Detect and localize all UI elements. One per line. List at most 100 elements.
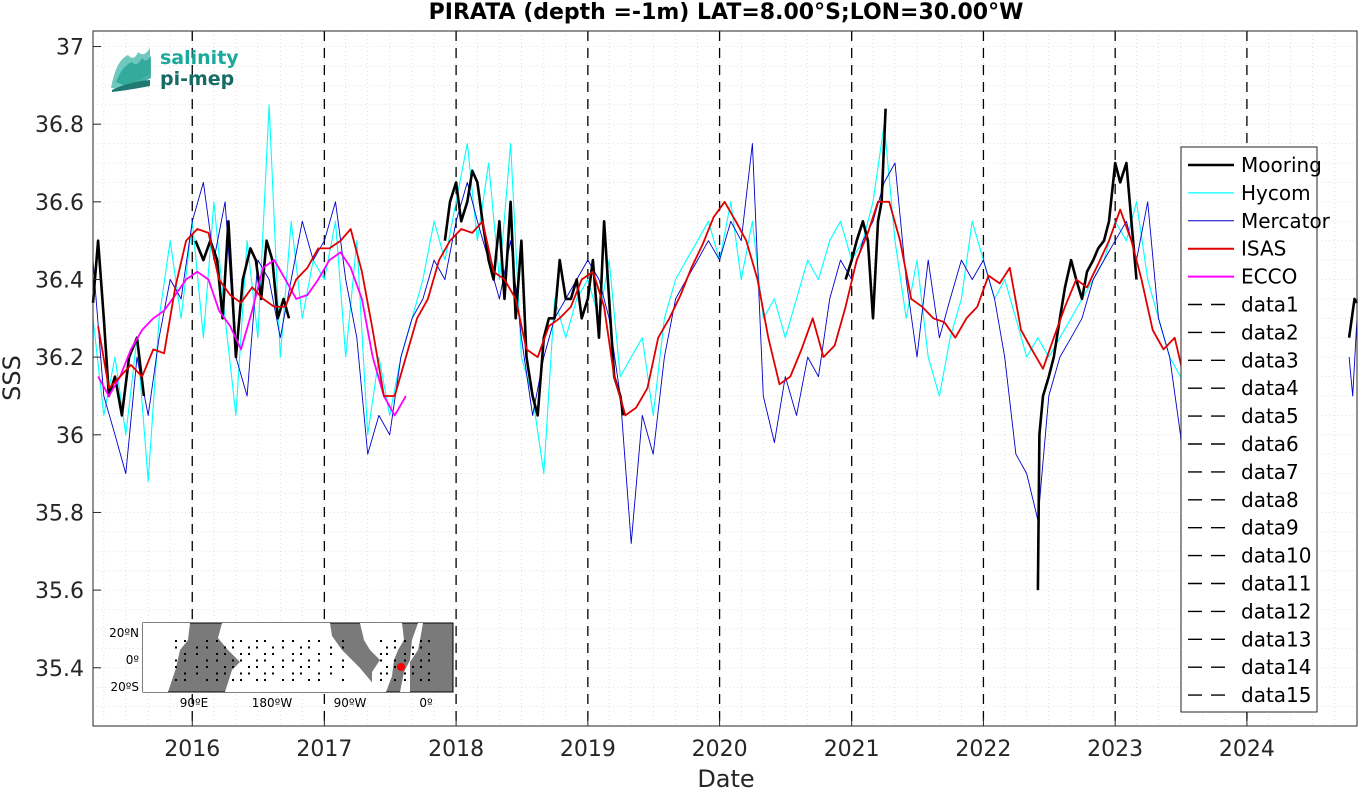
inset-dot	[330, 666, 332, 668]
legend-label: data6	[1241, 432, 1299, 456]
legend-label: data4	[1241, 376, 1299, 400]
inset-dot	[175, 659, 177, 662]
inset-lon-label: 180ºW	[252, 696, 293, 710]
legend-label: data1	[1241, 293, 1299, 317]
legend-item: ISAS	[1188, 237, 1286, 261]
inset-dot	[216, 653, 218, 655]
inset-dot	[282, 679, 284, 681]
x-tick-label: 2024	[1219, 737, 1275, 762]
inset-dot	[342, 666, 344, 668]
inset-dot	[232, 666, 234, 668]
salinity-pimep-logo: salinity pi-mep	[111, 47, 239, 92]
inset-dot	[428, 679, 430, 681]
inset-dot	[196, 653, 198, 655]
legend-item: data3	[1188, 348, 1299, 372]
inset-dot	[394, 679, 396, 681]
y-tick-label: 35.4	[35, 657, 84, 682]
inset-dot	[300, 646, 302, 649]
plot-frame	[92, 30, 1358, 727]
inset-dot	[224, 646, 226, 649]
inset-dot	[330, 672, 332, 675]
legend-label: ECCO	[1241, 265, 1297, 289]
inset-dot	[232, 640, 234, 642]
inset-dot	[224, 653, 226, 655]
inset-dot	[184, 672, 186, 675]
inset-dot	[184, 653, 186, 655]
inset-lon-label: 0º	[419, 696, 433, 710]
inset-location-marker	[397, 663, 405, 671]
inset-dot	[256, 646, 258, 649]
inset-lat-labels: 20ºN 0º 20ºS	[109, 626, 139, 694]
inset-dot	[428, 640, 430, 642]
legend-label: data9	[1241, 516, 1299, 540]
inset-dot	[216, 640, 218, 642]
series-hycom-line	[92, 104, 1188, 482]
y-tick-label: 36.4	[35, 268, 84, 293]
y-tick-label: 36	[56, 424, 84, 449]
legend-item: data10	[1188, 544, 1312, 568]
inset-dot	[248, 666, 250, 668]
y-tick-label: 36.2	[35, 346, 84, 371]
inset-dot	[318, 659, 320, 662]
inset-dot	[196, 666, 198, 668]
inset-dot	[412, 666, 414, 668]
inset-dot	[404, 640, 406, 642]
legend-item: data11	[1188, 572, 1312, 596]
inset-dot	[256, 640, 258, 642]
series-layer	[91, 104, 1359, 591]
inset-dot	[308, 679, 310, 681]
inset-dot	[256, 666, 258, 668]
inset-dot	[386, 672, 388, 675]
inset-dot	[184, 659, 186, 662]
legend-label: data13	[1241, 627, 1312, 651]
inset-dot	[342, 640, 344, 642]
legend-item: data5	[1188, 404, 1299, 428]
series-isas-line	[97, 200, 1198, 417]
x-tick-label: 2018	[428, 737, 484, 762]
inset-dot	[264, 659, 266, 662]
inset-dot	[420, 659, 422, 662]
inset-dot	[428, 653, 430, 655]
inset-dot	[240, 640, 242, 642]
inset-dot	[420, 666, 422, 668]
inset-dot	[196, 672, 198, 675]
x-axis: 2016 2017 2018 2019 2020 2021 2022 2023 2024	[164, 718, 1275, 762]
legend-label: data8	[1241, 488, 1299, 512]
x-tick-label: 2022	[955, 737, 1011, 762]
inset-lat-label: 20ºS	[110, 680, 139, 694]
inset-dot	[308, 659, 310, 662]
inset-dot	[380, 679, 382, 681]
inset-dot	[380, 659, 382, 662]
inset-dot	[300, 653, 302, 655]
inset-dot	[264, 672, 266, 675]
inset-dot	[292, 653, 294, 655]
inset-dot	[206, 640, 208, 642]
legend-label: ISAS	[1241, 237, 1286, 261]
inset-dot	[272, 672, 274, 675]
inset-dot	[256, 659, 258, 662]
y-tick-label: 36.8	[35, 113, 84, 138]
inset-dot	[240, 653, 242, 655]
inset-dot	[282, 640, 284, 642]
inset-dot	[184, 679, 186, 681]
inset-dot	[206, 659, 208, 662]
inset-dot	[428, 672, 430, 675]
inset-dot	[232, 659, 234, 662]
inset-dot	[420, 646, 422, 649]
inset-lon-labels: 90ºE 180ºW 90ºW 0º	[180, 696, 433, 710]
legend-label: Mercator	[1241, 209, 1331, 233]
inset-dot	[342, 659, 344, 662]
inset-dot	[318, 679, 320, 681]
x-tick-label: 2017	[296, 737, 352, 762]
legend-label: data3	[1241, 348, 1299, 372]
x-tick-label: 2016	[164, 737, 220, 762]
inset-dot	[394, 640, 396, 642]
inset-dot	[292, 659, 294, 662]
y-axis-label: SSS	[0, 355, 26, 401]
inset-dot	[232, 646, 234, 649]
inset-dot	[216, 659, 218, 662]
inset-dot	[206, 646, 208, 649]
inset-dot	[318, 640, 320, 642]
inset-dot	[394, 646, 396, 649]
y-tick-label: 37	[56, 36, 84, 61]
